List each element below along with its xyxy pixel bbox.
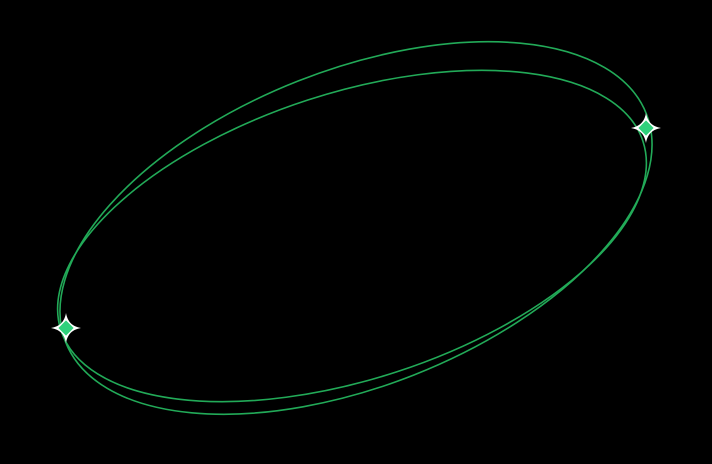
orbit-canvas [0, 0, 712, 464]
orbit-visualization-stage [0, 0, 712, 464]
background [0, 0, 712, 464]
